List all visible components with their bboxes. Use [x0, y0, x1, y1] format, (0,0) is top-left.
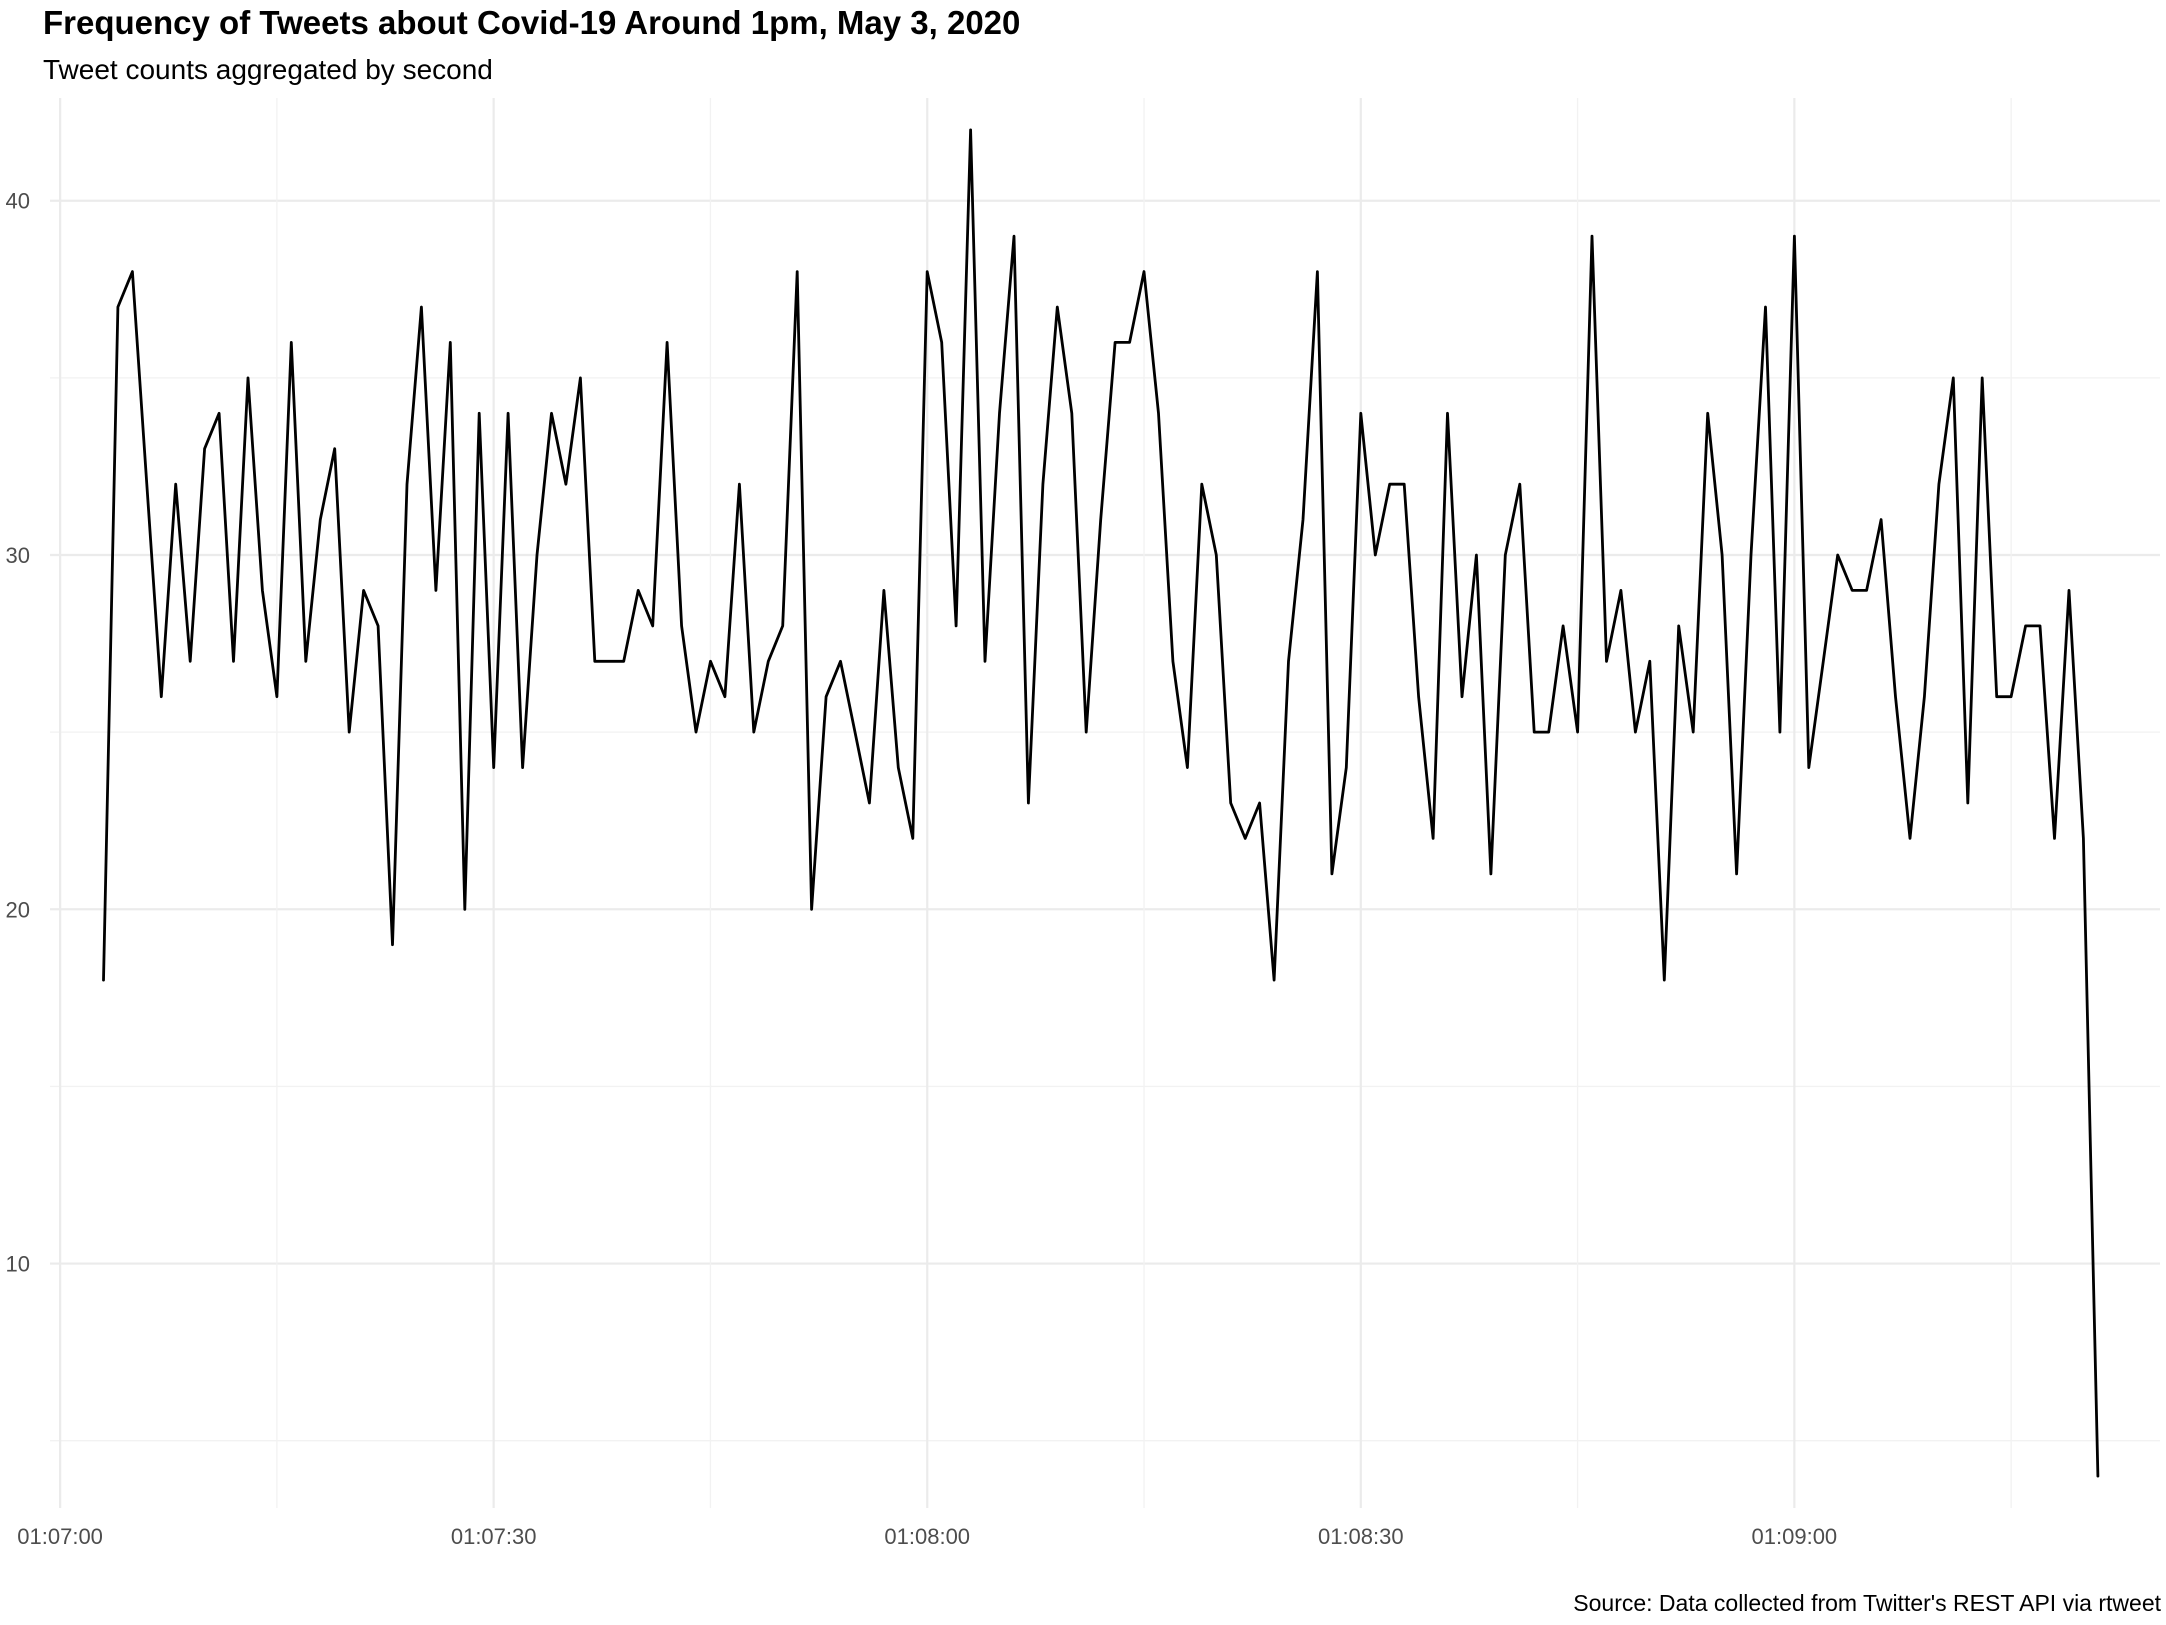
- x-tick-label: 01:08:30: [1318, 1524, 1404, 1549]
- x-tick-label: 01:08:00: [884, 1524, 970, 1549]
- chart-caption: Source: Data collected from Twitter's RE…: [1573, 1590, 2161, 1616]
- chart-title: Frequency of Tweets about Covid-19 Aroun…: [43, 4, 1021, 41]
- series-line: [102, 128, 2100, 1478]
- x-tick-label: 01:09:00: [1752, 1524, 1838, 1549]
- axis-tick-labels: 10 20 30 40 01:07:00 01:07:30 01:08:00 01:08:30…: [6, 189, 1838, 1549]
- y-tick-label: 20: [6, 897, 30, 922]
- x-tick-label: 01:07:30: [451, 1524, 537, 1549]
- grid-lines: [50, 98, 2160, 1508]
- chart-subtitle: Tweet counts aggregated by second: [43, 54, 493, 85]
- x-tick-label: 01:07:00: [17, 1524, 103, 1549]
- series-layer: [102, 128, 2100, 1478]
- y-tick-label: 30: [6, 543, 30, 568]
- y-tick-label: 40: [6, 189, 30, 214]
- y-tick-label: 10: [6, 1252, 30, 1277]
